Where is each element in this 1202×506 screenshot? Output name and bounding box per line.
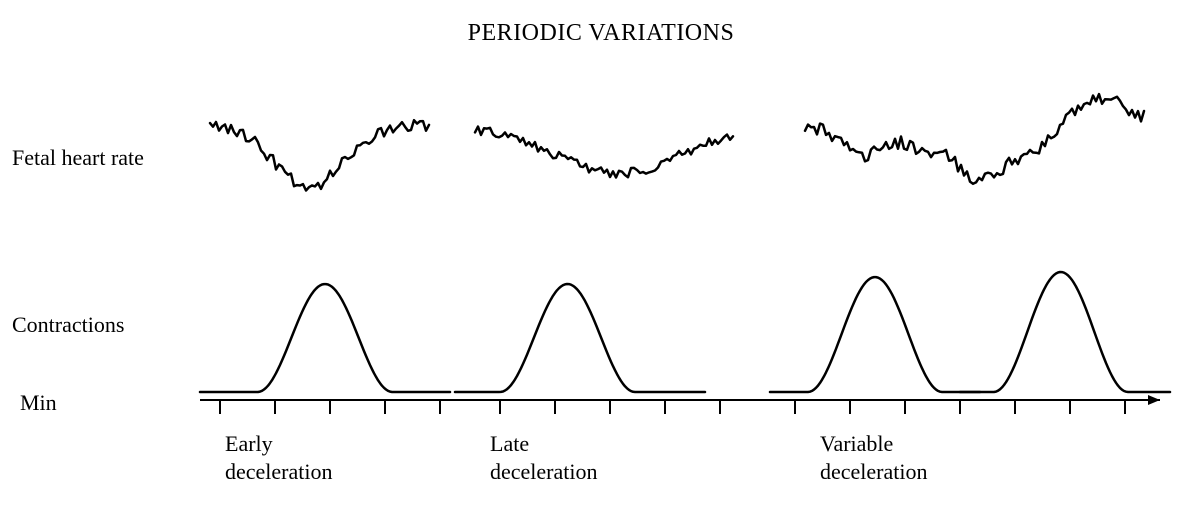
- fhr-traces: [0, 90, 1202, 210]
- column-label: Variable deceleration: [820, 430, 928, 485]
- column-label: Late deceleration: [490, 430, 598, 485]
- diagram-root: PERIODIC VARIATIONS Fetal heart rate Con…: [0, 0, 1202, 506]
- page-title: PERIODIC VARIATIONS: [0, 20, 1202, 47]
- time-axis: [0, 395, 1202, 425]
- contraction-traces: [0, 260, 1202, 410]
- column-label: Early deceleration: [225, 430, 333, 485]
